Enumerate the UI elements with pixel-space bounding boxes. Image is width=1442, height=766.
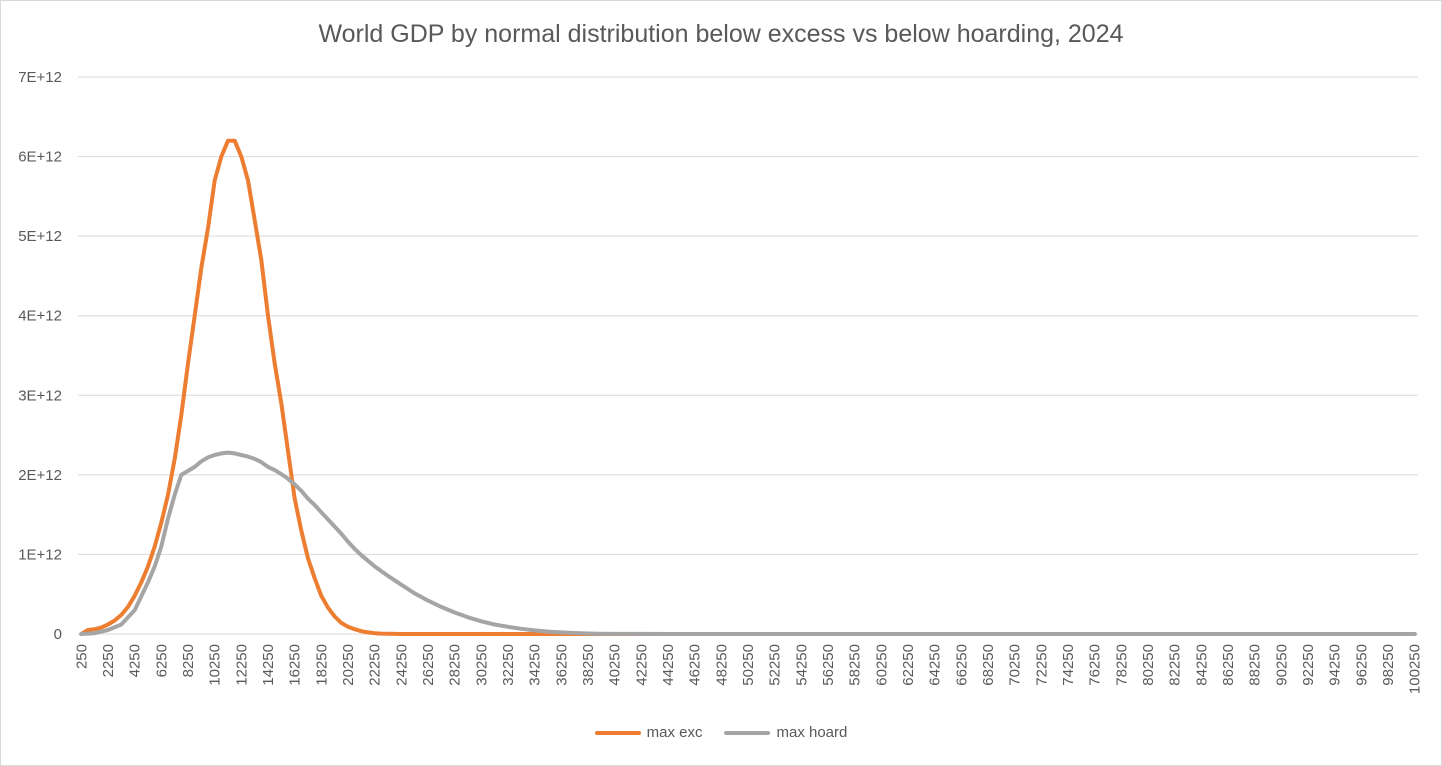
x-tick-label: 76250	[1087, 644, 1104, 686]
x-tick-label: 2250	[100, 644, 117, 677]
x-tick-label: 36250	[553, 644, 570, 686]
x-tick-label: 54250	[793, 644, 810, 686]
y-tick-label: 2E+12	[18, 467, 62, 484]
x-tick-label: 58250	[847, 644, 864, 686]
gridlines	[78, 76, 1418, 635]
y-tick-label: 7E+12	[18, 69, 62, 86]
x-tick-label: 12250	[233, 644, 250, 686]
x-tick-label: 8250	[180, 644, 197, 677]
x-tick-label: 28250	[447, 644, 464, 686]
x-tick-label: 40250	[607, 644, 624, 686]
x-tick-label: 60250	[873, 644, 890, 686]
x-tick-label: 66250	[953, 644, 970, 686]
legend-label-max-hoard: max hoard	[776, 724, 848, 741]
y-axis-tick-labels: 0 1E+12 2E+12 3E+12 4E+12 5E+12 6E+12 7E+12	[18, 69, 62, 643]
y-tick-label: 1E+12	[18, 546, 62, 563]
legend: max exc max hoard	[0, 724, 1442, 741]
x-tick-label: 56250	[820, 644, 837, 686]
x-tick-label: 70250	[1007, 644, 1024, 686]
x-tick-label: 4250	[127, 644, 144, 677]
x-tick-label: 64250	[927, 644, 944, 686]
chart-title: World GDP by normal distribution below e…	[318, 20, 1124, 48]
x-axis-tick-labels: 250 2250 4250 6250 8250 10250 12250 14250 16250 1…	[73, 644, 1423, 694]
legend-item-max-hoard: max hoard	[724, 724, 847, 741]
x-tick-label: 72250	[1033, 644, 1050, 686]
x-tick-label: 62250	[900, 644, 917, 686]
x-tick-label: 94250	[1327, 644, 1344, 686]
x-tick-label: 68250	[980, 644, 997, 686]
y-tick-label: 6E+12	[18, 149, 62, 166]
x-tick-label: 30250	[473, 644, 490, 686]
x-tick-label: 16250	[287, 644, 304, 686]
x-tick-label: 96250	[1353, 644, 1370, 686]
x-tick-label: 92250	[1300, 644, 1317, 686]
x-tick-label: 90250	[1273, 644, 1290, 686]
x-tick-label: 38250	[580, 644, 597, 686]
x-tick-label: 74250	[1060, 644, 1077, 686]
x-tick-label: 88250	[1247, 644, 1264, 686]
x-tick-label: 52250	[767, 644, 784, 686]
x-tick-label: 100250	[1407, 644, 1424, 694]
x-tick-label: 32250	[500, 644, 517, 686]
y-tick-label: 3E+12	[18, 387, 62, 404]
x-tick-label: 14250	[260, 644, 277, 686]
legend-swatch-max-exc	[594, 730, 641, 735]
x-tick-label: 78250	[1113, 644, 1130, 686]
x-tick-label: 24250	[393, 644, 410, 686]
x-tick-label: 250	[73, 644, 90, 669]
x-tick-label: 42250	[633, 644, 650, 686]
y-tick-label: 4E+12	[18, 308, 62, 325]
x-tick-label: 10250	[207, 644, 224, 686]
y-tick-label: 0	[54, 626, 62, 643]
legend-swatch-max-hoard	[724, 730, 771, 735]
x-tick-label: 98250	[1380, 644, 1397, 686]
x-tick-label: 20250	[340, 644, 357, 686]
series-lines	[79, 138, 1417, 636]
y-tick-label: 5E+12	[18, 228, 62, 245]
x-tick-label: 86250	[1220, 644, 1237, 686]
x-tick-label: 22250	[367, 644, 384, 686]
x-tick-label: 50250	[740, 644, 757, 686]
x-tick-label: 84250	[1193, 644, 1210, 686]
x-tick-label: 18250	[313, 644, 330, 686]
x-tick-label: 26250	[420, 644, 437, 686]
x-tick-label: 46250	[687, 644, 704, 686]
x-tick-label: 6250	[153, 644, 170, 677]
series-line-max-exc	[79, 138, 1417, 636]
x-tick-label: 82250	[1167, 644, 1184, 686]
x-tick-label: 34250	[527, 644, 544, 686]
legend-item-max-exc: max exc	[594, 724, 703, 741]
x-tick-label: 80250	[1140, 644, 1157, 686]
series-line-max-hoard	[79, 450, 1417, 636]
x-tick-label: 48250	[713, 644, 730, 686]
x-tick-label: 44250	[660, 644, 677, 686]
legend-label-max-exc: max exc	[646, 724, 703, 741]
